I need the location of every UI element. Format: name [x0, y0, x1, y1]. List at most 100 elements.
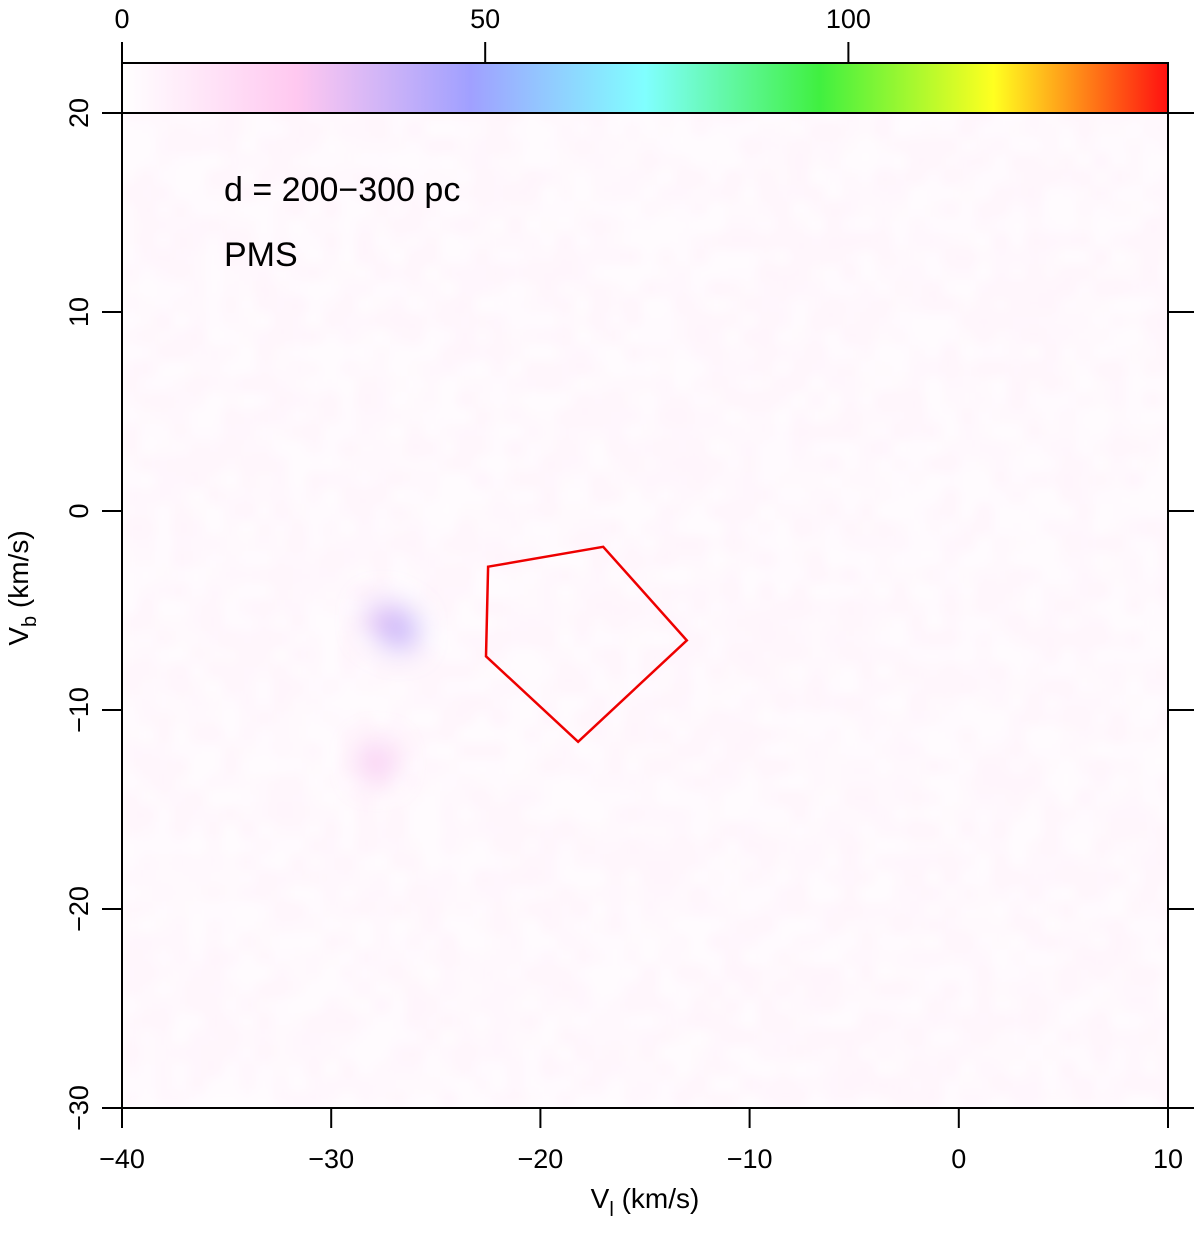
heatmap-cell	[590, 471, 608, 488]
heatmap-cell	[590, 359, 608, 377]
heatmap-cell	[1025, 885, 1044, 902]
heatmap-cell	[439, 932, 458, 950]
heatmap-cell	[1025, 662, 1044, 679]
heatmap-cell	[222, 296, 240, 313]
heatmap-cell	[205, 773, 224, 791]
heatmap-cell	[306, 423, 324, 440]
heatmap-cell	[590, 948, 608, 966]
heatmap-cell	[138, 120, 157, 138]
heatmap-cell	[824, 566, 843, 584]
heatmap-cell	[188, 821, 207, 838]
heatmap-cell	[1109, 725, 1127, 743]
heatmap-cell	[506, 503, 525, 520]
heatmap-cell	[389, 932, 408, 950]
heatmap-cell	[757, 837, 776, 854]
heatmap-cell	[724, 1044, 742, 1061]
heatmap-cell	[1092, 598, 1111, 616]
heatmap-cell	[356, 980, 374, 998]
heatmap-cell	[858, 725, 876, 743]
heatmap-cell	[657, 312, 675, 329]
heatmap-cell	[925, 168, 943, 186]
heatmap-cell	[306, 264, 324, 281]
heatmap-cell	[1025, 216, 1044, 233]
heatmap-cell	[791, 343, 809, 361]
heatmap-cell	[992, 694, 1010, 711]
heatmap-cell	[322, 582, 341, 600]
heatmap-cell	[925, 837, 943, 854]
heatmap-cell	[1092, 901, 1111, 918]
heatmap-cell	[607, 916, 625, 934]
heatmap-cell	[1142, 455, 1161, 472]
heatmap-cell	[1025, 869, 1044, 886]
heatmap-cell	[1126, 168, 1144, 186]
heatmap-cell	[1059, 343, 1077, 361]
heatmap-cell	[473, 614, 491, 631]
heatmap-cell	[908, 996, 926, 1014]
heatmap-cell	[791, 805, 809, 823]
heatmap-cell	[423, 821, 441, 838]
heatmap-cell	[490, 566, 508, 584]
heatmap-cell	[724, 216, 742, 233]
heatmap-cell	[122, 582, 140, 600]
heatmap-cell	[824, 550, 843, 568]
heatmap-cell	[774, 184, 793, 202]
heatmap-cell	[891, 614, 910, 631]
heatmap-cell	[691, 741, 709, 759]
heatmap-cell	[891, 837, 910, 854]
heatmap-cell	[523, 120, 541, 138]
heatmap-cell	[122, 741, 140, 759]
heatmap-cell	[155, 646, 173, 663]
heatmap-cell	[540, 932, 558, 950]
heatmap-cell	[741, 885, 759, 902]
heatmap-cell	[523, 439, 541, 456]
heatmap-cell	[222, 1076, 240, 1093]
heatmap-cell	[306, 662, 324, 679]
heatmap-cell	[691, 216, 709, 233]
heatmap-cell	[456, 296, 475, 313]
heatmap-cell	[858, 113, 876, 122]
heatmap-cell	[1092, 582, 1111, 600]
heatmap-cell	[490, 1044, 508, 1061]
heatmap-cell	[1042, 789, 1060, 807]
heatmap-cell	[188, 136, 207, 154]
heatmap-cell	[691, 152, 709, 170]
heatmap-cell	[1109, 948, 1127, 966]
heatmap-cell	[942, 885, 960, 902]
heatmap-cell	[908, 614, 926, 631]
heatmap-cell	[891, 487, 910, 504]
heatmap-cell	[557, 869, 575, 886]
heatmap-cell	[891, 455, 910, 472]
heatmap-cell	[339, 980, 357, 998]
heatmap-cell	[891, 678, 910, 695]
heatmap-cell	[255, 582, 274, 600]
heatmap-cell	[1075, 168, 1094, 186]
heatmap-cell	[624, 327, 642, 345]
heatmap-cell	[272, 550, 290, 568]
heatmap-cell	[122, 773, 140, 791]
heatmap-cell	[406, 948, 424, 966]
heatmap-cell	[456, 916, 475, 934]
heatmap-cell	[958, 487, 977, 504]
heatmap-cell	[406, 598, 424, 616]
heatmap-cell	[439, 1060, 458, 1077]
heatmap-cell	[607, 694, 625, 711]
heatmap-cell	[774, 964, 793, 982]
heatmap-cell	[824, 996, 843, 1014]
heatmap-cell	[925, 964, 943, 982]
heatmap-cell	[942, 248, 960, 265]
heatmap-cell	[222, 232, 240, 249]
heatmap-cell	[138, 152, 157, 170]
heatmap-cell	[791, 359, 809, 377]
heatmap-cell	[1109, 885, 1127, 902]
heatmap-cell	[389, 471, 408, 488]
heatmap-cell	[640, 550, 659, 568]
heatmap-cell	[222, 375, 240, 393]
heatmap-cell	[356, 136, 374, 154]
heatmap-cell	[172, 120, 190, 138]
heatmap-cell	[741, 487, 759, 504]
heatmap-cell	[423, 518, 441, 536]
heatmap-cell	[473, 996, 491, 1014]
heatmap-cell	[1159, 550, 1168, 568]
heatmap-cell	[406, 518, 424, 536]
heatmap-cell	[456, 630, 475, 647]
